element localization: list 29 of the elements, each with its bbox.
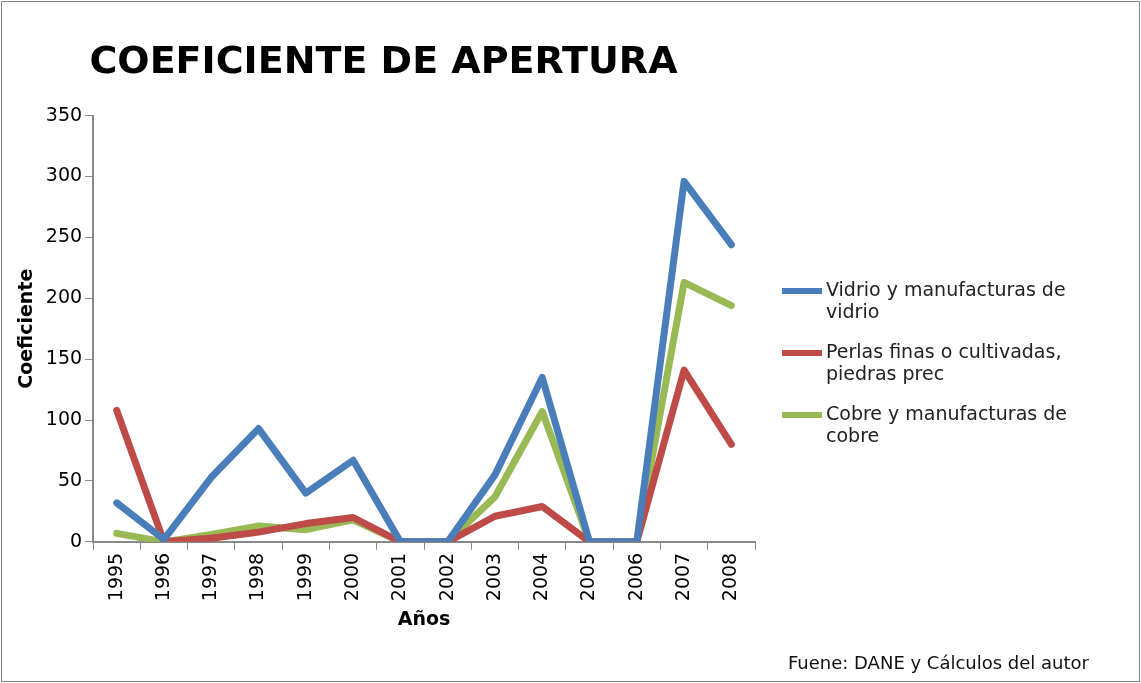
x-tick-label: 2000 bbox=[340, 552, 363, 602]
y-tick-label: 100 bbox=[45, 407, 83, 429]
x-tick-label: 1995 bbox=[103, 552, 126, 602]
text: Fuene: DANE y Cálculos del autor bbox=[787, 652, 1089, 673]
chart-title: COEFICIENTE DE APERTURA bbox=[89, 37, 679, 82]
y-tick-label: 150 bbox=[45, 346, 83, 369]
y-axis-title: Coeficiente bbox=[14, 268, 37, 389]
x-tick-label: 2007 bbox=[671, 552, 694, 602]
y-tick-label: 350 bbox=[45, 102, 83, 125]
y-tick-label: 250 bbox=[45, 224, 83, 247]
x-axis-title: Años bbox=[397, 606, 451, 629]
legend-label: Cobre y manufacturas de cobre bbox=[826, 402, 1068, 446]
x-tick-label: 1999 bbox=[292, 552, 315, 602]
y-tick-label: 300 bbox=[45, 163, 83, 186]
x-tick-label: 2006 bbox=[623, 552, 646, 602]
x-tick-label: 1997 bbox=[198, 552, 221, 602]
y-tick-label: 0 bbox=[69, 528, 83, 551]
x-tick-label: 1996 bbox=[150, 552, 173, 602]
x-tick-label: 1998 bbox=[245, 552, 268, 602]
x-tick-label: 2002 bbox=[434, 552, 457, 602]
legend-label: Vidrio y manufacturas de vidrio bbox=[826, 278, 1067, 322]
x-tick-label: 2003 bbox=[481, 552, 504, 602]
x-tick-label: 2008 bbox=[718, 552, 741, 602]
y-tick-label: 50 bbox=[57, 467, 83, 490]
legend-label: Perlas finas o cultivadas, piedras prec bbox=[826, 340, 1063, 384]
y-tick-label: 200 bbox=[45, 285, 83, 308]
x-tick-label: 2001 bbox=[387, 552, 410, 602]
x-tick-label: 2005 bbox=[576, 552, 599, 602]
x-tick-label: 2004 bbox=[529, 552, 552, 602]
